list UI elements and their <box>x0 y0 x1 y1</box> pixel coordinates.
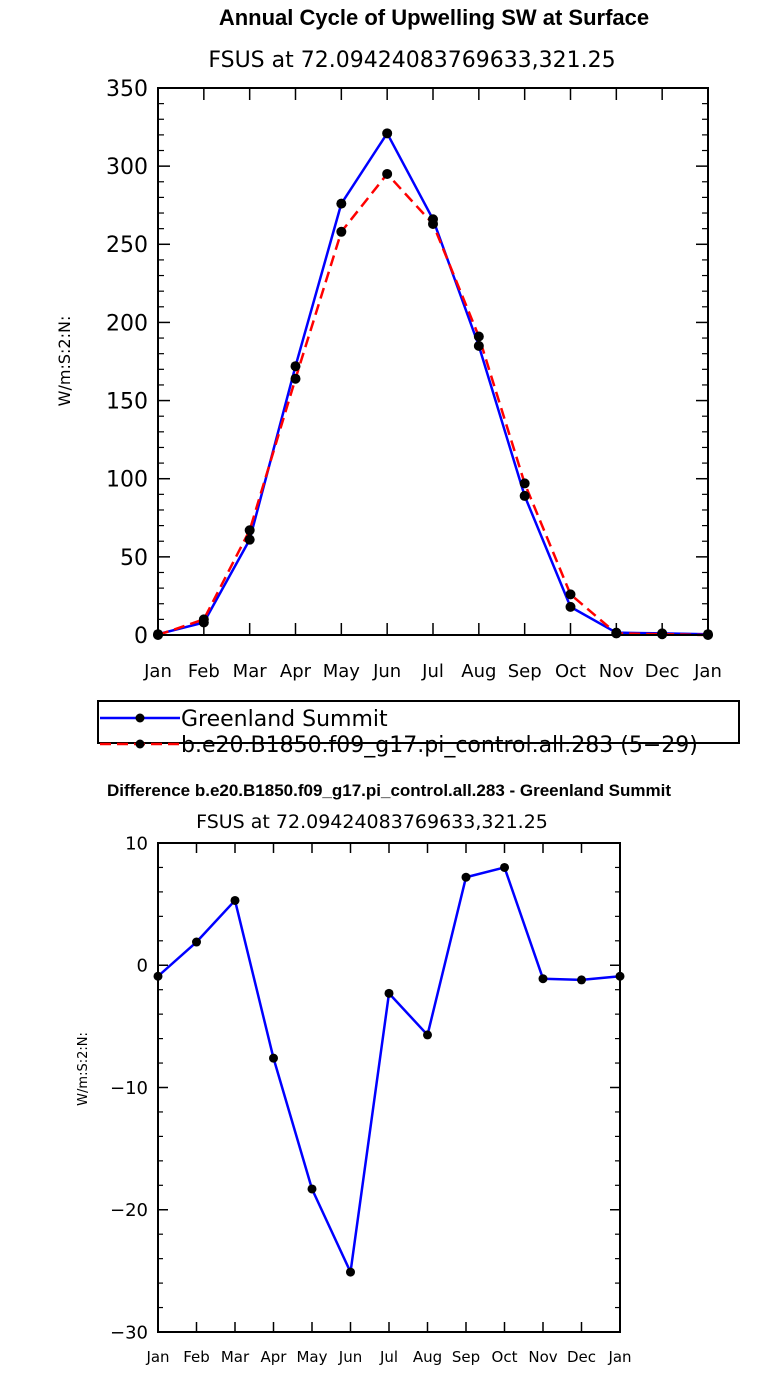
chart1-xtick-label: Mar <box>233 661 268 682</box>
chart1-xtick-label: May <box>323 661 361 682</box>
chart2-xtick-label: Feb <box>183 1348 210 1366</box>
legend-marker-greenland <box>135 713 145 723</box>
chart1-title: Annual Cycle of Upwelling SW at Surface <box>219 5 649 30</box>
chart1-point-s1-3 <box>290 373 301 384</box>
chart1-point-s0-7 <box>473 340 484 351</box>
chart1-ytick-label: 150 <box>106 389 148 414</box>
chart1-ytick-label: 350 <box>106 77 148 102</box>
legend-label-model: b.e20.B1850.f09_g17.pi_control.all.283 (… <box>181 733 698 758</box>
chart1-point-s1-5 <box>382 168 393 179</box>
chart2-xtick-label: Nov <box>528 1348 557 1366</box>
chart1-ytick-label: 300 <box>106 155 148 180</box>
chart2-point-s0-6 <box>384 988 394 998</box>
chart1-ytick-label: 0 <box>134 624 148 649</box>
chart1-xtick-label: Apr <box>280 661 312 682</box>
chart2-series-line-0 <box>157 866 621 1274</box>
chart2-ytick-label: 10 <box>125 833 148 854</box>
chart-difference: Difference b.e20.B1850.f09_g17.pi_contro… <box>76 781 671 1366</box>
chart1-xtick-label: Dec <box>645 661 680 682</box>
chart2-point-s0-10 <box>538 974 548 984</box>
chart1-xtick-label: Jan <box>693 661 722 682</box>
chart2-point-s0-1 <box>192 937 201 947</box>
chart2-xtick-label: Dec <box>567 1348 596 1366</box>
chart1-subtitle: FSUS at 72.09424083769633,321.25 <box>208 48 615 73</box>
chart2-xtick-label: Aug <box>413 1348 442 1366</box>
chart2-xtick-label: May <box>296 1348 327 1366</box>
chart2-xtick-label: Jan <box>607 1348 631 1366</box>
chart1-xtick-label: Aug <box>461 661 496 682</box>
legend-marker-model <box>135 739 145 749</box>
chart1-point-s1-6 <box>428 218 438 229</box>
chart1-ytick-label: 50 <box>120 546 148 571</box>
chart1-point-s1-7 <box>473 331 484 342</box>
chart2-plot-frame <box>157 842 621 1333</box>
chart1-axes: Jan Feb Mar Apr May Jun Jul Aug Sep Oct Nov Dec Jan 0… <box>106 77 722 682</box>
chart1-xtick-label: Jun <box>372 661 401 682</box>
chart2-xtick-label: Oct <box>492 1348 518 1366</box>
chart1-ytick-label: 200 <box>106 311 148 336</box>
chart1-point-s1-8 <box>519 478 530 489</box>
chart1-plot-frame <box>157 87 709 636</box>
chart-annual-cycle: Annual Cycle of Upwelling SW at Surface … <box>55 5 722 682</box>
chart1-series <box>153 128 713 640</box>
chart1-xtick-label: Nov <box>599 661 634 682</box>
chart1-xtick-label: Oct <box>555 661 586 682</box>
legend-label-greenland: Greenland Summit <box>181 707 388 732</box>
chart1-ytick-label: 250 <box>106 233 148 258</box>
chart1-ytick-label: 100 <box>106 468 148 493</box>
chart2-ylabel: W/m:S:2:N: <box>76 1032 91 1106</box>
chart1-point-s0-3 <box>290 361 301 372</box>
chart1-series-line-0 <box>157 132 709 636</box>
chart2-point-s0-4 <box>307 1184 317 1194</box>
chart2-xtick-label: Jan <box>145 1348 169 1366</box>
chart2-point-s0-2 <box>230 895 240 905</box>
chart2-ytick-label: −20 <box>110 1200 148 1221</box>
chart1-xtick-label: Jul <box>421 661 444 682</box>
chart2-ytick-label: −10 <box>110 1078 148 1099</box>
chart2-point-s0-5 <box>346 1267 355 1277</box>
chart1-xtick-label: Jan <box>143 661 172 682</box>
chart1-xtick-label: Sep <box>508 661 542 682</box>
chart1-point-s1-1 <box>198 614 209 625</box>
chart1-xtick-label: Feb <box>188 661 220 682</box>
legend-box <box>97 700 740 744</box>
chart2-ytick-label: −30 <box>110 1322 148 1343</box>
chart2-xtick-label: Jun <box>338 1348 362 1366</box>
chart2-xtick-label: Sep <box>452 1348 480 1366</box>
chart2-title: Difference b.e20.B1850.f09_g17.pi_contro… <box>107 781 671 800</box>
chart2-axes: Jan Feb Mar Apr May Jun Jul Aug Sep Oct Nov Dec Jan −… <box>110 833 632 1366</box>
chart1-point-s0-2 <box>244 534 255 545</box>
chart1-point-s0-9 <box>565 601 576 612</box>
chart1-point-s0-5 <box>382 128 393 139</box>
chart2-subtitle: FSUS at 72.09424083769633,321.25 <box>196 811 548 833</box>
chart2-point-s0-8 <box>461 872 471 882</box>
chart1-ylabel: W/m:S:2:N: <box>55 316 74 407</box>
chart2-xtick-label: Jul <box>379 1348 398 1366</box>
chart2-point-s0-7 <box>423 1030 432 1040</box>
chart1-point-s0-4 <box>336 198 347 209</box>
chart2-xtick-label: Apr <box>261 1348 288 1366</box>
chart2-point-s0-3 <box>269 1053 278 1063</box>
chart1-point-s1-4 <box>336 226 347 237</box>
chart1-point-s0-8 <box>519 490 530 501</box>
chart1-point-s1-10 <box>611 628 622 639</box>
chart2-point-s0-11 <box>577 975 586 985</box>
chart1-point-s1-2 <box>244 525 255 536</box>
chart2-point-s0-9 <box>500 862 509 872</box>
chart2-ytick-label: 0 <box>137 956 148 977</box>
chart1-point-s1-9 <box>565 589 576 600</box>
chart1-legend: Greenland Summit b.e20.B1850.f09_g17.pi_… <box>97 700 740 758</box>
chart1-series-line-1 <box>157 172 709 637</box>
chart2-xtick-label: Mar <box>221 1348 250 1366</box>
chart2-series <box>153 862 625 1277</box>
